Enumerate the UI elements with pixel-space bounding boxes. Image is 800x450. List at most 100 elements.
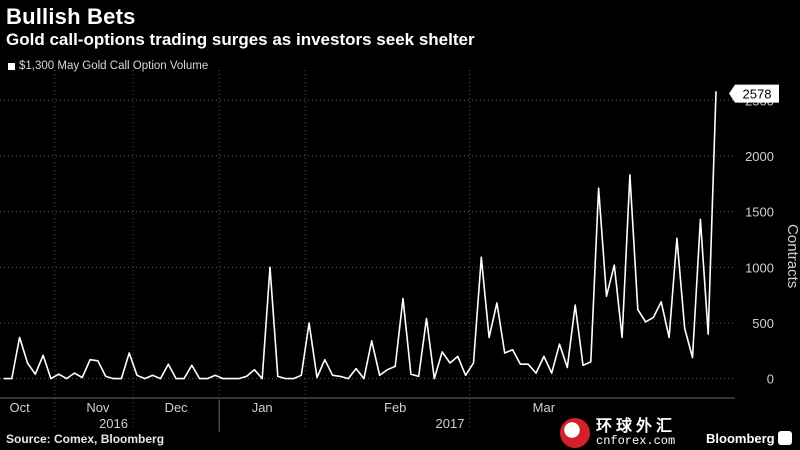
data-point — [214, 374, 216, 376]
data-point — [65, 378, 68, 380]
data-point — [558, 343, 561, 345]
data-point — [668, 336, 670, 339]
data-point — [347, 378, 349, 380]
y-axis-title: Contracts — [784, 224, 800, 288]
data-point — [676, 237, 678, 239]
data-point — [206, 378, 209, 380]
data-point — [183, 378, 185, 380]
last-value-label: 2578 — [743, 87, 772, 102]
y-tick-label: 500 — [752, 316, 774, 331]
data-point — [644, 321, 647, 323]
data-point — [449, 362, 451, 364]
data-point — [504, 352, 506, 354]
data-point — [707, 333, 709, 335]
chart-subtitle: Gold call-options trading surges as inve… — [6, 30, 475, 49]
data-point — [58, 373, 60, 375]
data-point — [457, 355, 459, 357]
data-point — [386, 369, 388, 371]
data-point — [480, 256, 482, 258]
data-point — [112, 378, 115, 380]
last-value-callout — [729, 84, 779, 103]
data-point — [394, 365, 396, 367]
data-point — [582, 364, 584, 366]
data-point — [621, 336, 623, 339]
watermark-text: 环球外汇 cnforex.com — [596, 418, 677, 448]
x-tick-label: Mar — [533, 400, 556, 415]
data-point — [511, 349, 514, 351]
grid-layer — [0, 70, 735, 430]
series-line — [4, 91, 717, 380]
data-point — [496, 302, 498, 304]
source-note: Source: Comex, Bloomberg — [6, 432, 165, 446]
data-point — [300, 374, 302, 376]
data-point — [292, 378, 295, 380]
data-point — [222, 378, 224, 380]
watermark-cn: 环球外汇 — [596, 418, 677, 435]
data-point — [105, 375, 107, 378]
data-point — [574, 304, 576, 306]
data-point — [363, 378, 365, 380]
data-point — [715, 90, 717, 93]
data-point — [637, 309, 639, 311]
data-point — [308, 322, 310, 324]
data-point — [652, 316, 655, 318]
x-tick-label: Nov — [86, 400, 110, 415]
data-point — [433, 378, 435, 380]
data-point — [89, 359, 91, 361]
data-point — [230, 378, 232, 380]
data-point — [11, 378, 13, 380]
cnforex-logo-icon — [560, 418, 590, 448]
bloomberg-brand: Bloomberg — [706, 431, 775, 446]
data-point — [191, 364, 193, 366]
label-layer: 2578 — [729, 84, 779, 103]
legend-swatch — [8, 62, 15, 70]
data-point — [590, 361, 592, 363]
data-point — [699, 218, 701, 221]
cnforex-watermark: 环球外汇 cnforex.com — [560, 418, 676, 448]
data-point — [605, 295, 608, 297]
x-tick-label: Jan — [252, 400, 273, 415]
data-point — [316, 376, 318, 379]
data-point — [551, 372, 553, 374]
year-label: 2017 — [436, 416, 465, 431]
data-point — [42, 354, 44, 356]
y-tick-label: 2000 — [745, 149, 774, 164]
data-point — [472, 362, 475, 364]
data-point — [3, 378, 5, 380]
data-point — [277, 375, 279, 378]
data-point — [684, 327, 686, 330]
y-tick-label: 1000 — [745, 260, 774, 275]
chart-title: Bullish Bets — [6, 4, 136, 29]
legend: $1,300 May Gold Call Option Volume — [8, 60, 208, 72]
year-label: 2016 — [99, 416, 128, 431]
data-point — [660, 301, 662, 303]
data-point — [566, 366, 568, 369]
legend-label: $1,300 May Gold Call Option Volume — [19, 60, 209, 72]
data-point — [332, 374, 334, 376]
data-point — [136, 374, 138, 376]
data-point — [81, 376, 83, 379]
data-point — [425, 317, 428, 320]
data-point — [629, 174, 631, 176]
data-point — [519, 363, 521, 365]
data-point — [152, 374, 154, 376]
data-point — [245, 375, 248, 378]
data-point — [488, 336, 490, 339]
data-point — [613, 264, 615, 266]
y-tick-label: 0 — [767, 372, 774, 387]
data-point — [324, 359, 326, 361]
data-point — [261, 378, 263, 380]
data-point — [97, 360, 99, 362]
data-point — [465, 374, 467, 376]
axis-layer: 05001000150020002500ContractsOctNovDecJa… — [0, 93, 800, 432]
data-point — [159, 378, 162, 380]
data-point — [543, 355, 545, 357]
data-point — [410, 373, 412, 375]
data-point — [199, 378, 201, 380]
data-point — [285, 378, 287, 380]
watermark-en: cnforex.com — [596, 434, 676, 448]
bloomberg-square-icon — [778, 431, 792, 445]
data-point — [441, 351, 443, 353]
data-point — [269, 266, 271, 268]
